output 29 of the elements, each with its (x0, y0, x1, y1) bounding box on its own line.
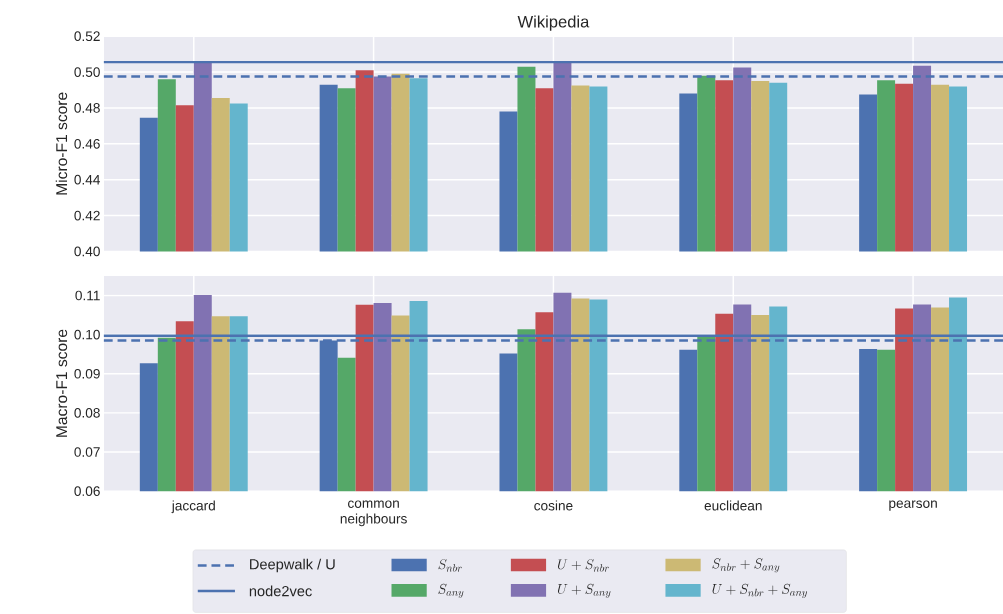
x-tick-label: common neighbours (340, 500, 407, 527)
y-tick-label: 0.50 (74, 67, 100, 77)
y-tick-label: 0.08 (74, 407, 100, 418)
y-axis-title: Micro-F1 score (55, 92, 68, 195)
y-tick-label: 0.07 (74, 446, 100, 457)
legend-label: $S_{nbr}$ (438, 558, 462, 572)
legend-label: $S_{nbr}+S_{any}$ (712, 558, 780, 573)
x-tick-label: euclidean (704, 500, 762, 511)
y-tick-label: 0.40 (74, 246, 100, 257)
y-tick-label: 0.52 (74, 31, 100, 41)
legend-label: $U+S_{nbr}+S_{any}$ (712, 583, 808, 598)
y-axis-title: Macro-F1 score (56, 329, 68, 437)
x-tick-label: cosine (534, 500, 573, 511)
y-tick-label: 0.48 (74, 102, 100, 113)
legend-label: $U+S_{any}$ (557, 583, 611, 598)
y-tick-label: 0.09 (74, 368, 100, 379)
y-tick-label: 0.10 (74, 329, 100, 340)
legend-label: Deepwalk / U (250, 558, 335, 573)
x-tick-label: pearson (889, 500, 937, 511)
legend-label: node2vec (249, 585, 312, 597)
y-tick-label: 0.11 (75, 290, 100, 301)
y-tick-label: 0.42 (74, 210, 100, 221)
y-tick-label: 0.44 (74, 174, 101, 185)
y-tick-label: 0.46 (74, 138, 100, 149)
legend-label: $U+S_{nbr}$ (557, 558, 609, 572)
y-tick-label: 0.06 (74, 486, 100, 496)
x-tick-label: jaccard (171, 500, 215, 513)
chart-title: Wikipedia (517, 15, 590, 31)
legend-label: $S_{any}$ (438, 583, 464, 598)
